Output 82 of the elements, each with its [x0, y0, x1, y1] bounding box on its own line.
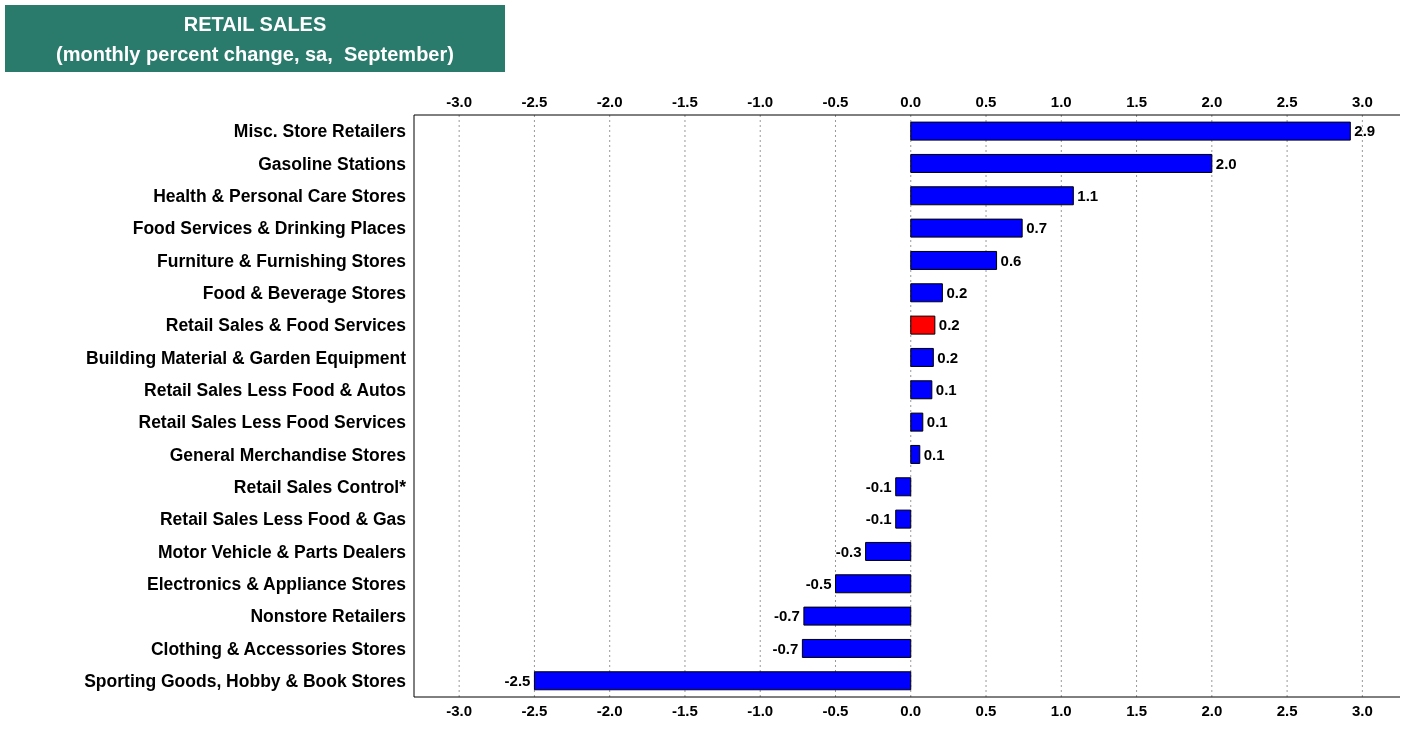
- x2-tick-label: -1.5: [672, 93, 698, 110]
- x2-tick-label: 1.5: [1126, 93, 1147, 110]
- y-tick-label: Electronics & Appliance Stores: [146, 574, 407, 595]
- bar: [803, 606, 912, 626]
- x-tick-label: -1.0: [747, 701, 774, 719]
- x-tick-label: -2.0: [596, 701, 623, 719]
- bar: [910, 444, 921, 464]
- data-label: 0.1: [923, 445, 945, 463]
- x-tick-label: 3.0: [1351, 701, 1373, 719]
- x-tick-label: 0.5: [975, 701, 997, 719]
- x2-tick-label: -1.0: [747, 93, 774, 110]
- y-tick-label: Food Services & Drinking Places: [132, 218, 407, 239]
- data-label: -0.7: [772, 639, 799, 657]
- x2-tick-label: 0.0: [900, 93, 922, 110]
- x2-tick-label: 2.5: [1276, 93, 1298, 110]
- y-tick-label: Gasoline Stations: [258, 153, 407, 174]
- data-label: -0.5: [805, 575, 832, 593]
- y-tick-label: General Merchandise Stores: [169, 444, 407, 465]
- bar: [533, 671, 912, 691]
- x-tick-label: -3.0: [446, 701, 473, 719]
- y-tick-label: Retail Sales Less Food Services: [138, 412, 407, 433]
- data-label: -0.1: [865, 510, 892, 528]
- y-tick-label: Food & Beverage Stores: [202, 283, 407, 304]
- x2-tick-label: 3.0: [1351, 93, 1373, 110]
- data-label: -0.3: [835, 542, 862, 560]
- data-label: 0.2: [938, 316, 960, 334]
- y-tick-label: Retail Sales & Food Services: [165, 315, 407, 336]
- y-tick-label: Nonstore Retailers: [250, 606, 407, 627]
- bar: [910, 412, 924, 432]
- y-tick-label: Retail Sales Control*: [233, 477, 407, 498]
- x2-tick-label: -2.5: [521, 93, 548, 110]
- y-tick-label: Motor Vehicle & Parts Dealers: [157, 541, 407, 562]
- bar: [835, 574, 912, 594]
- bar: [910, 380, 933, 400]
- bar: [865, 541, 912, 561]
- bar: [910, 186, 1074, 206]
- bar: [910, 250, 998, 270]
- y-tick-label: Sporting Goods, Hobby & Book Stores: [84, 671, 407, 692]
- data-label: 0.6: [1000, 251, 1022, 269]
- y-tick-label: Building Material & Garden Equipment: [86, 347, 407, 368]
- x-tick-label: 2.5: [1276, 701, 1298, 719]
- data-label: 0.1: [935, 381, 957, 399]
- bar: [910, 347, 934, 367]
- bar: [910, 153, 1213, 173]
- bar: [801, 638, 912, 658]
- x-tick-label: -2.5: [521, 701, 548, 719]
- data-label: 0.1: [926, 413, 948, 431]
- data-label: 1.1: [1077, 187, 1099, 205]
- y-tick-label: Misc. Store Retailers: [233, 121, 407, 142]
- x-tick-label: 0.0: [900, 701, 922, 719]
- x2-tick-label: -3.0: [446, 93, 473, 110]
- data-label: 0.7: [1026, 219, 1048, 237]
- data-label: -2.5: [504, 672, 531, 690]
- x2-tick-label: -2.0: [596, 93, 623, 110]
- x-tick-label: -0.5: [822, 701, 849, 719]
- bar: [910, 315, 936, 335]
- x2-tick-label: 0.5: [975, 93, 997, 110]
- chart-subtitle: (monthly percent change, sa, September): [55, 41, 455, 67]
- data-label: -0.1: [865, 478, 892, 496]
- y-tick-label: Retail Sales Less Food & Autos: [144, 380, 407, 401]
- data-label: -0.7: [774, 607, 800, 625]
- y-tick-label: Clothing & Accessories Stores: [150, 638, 407, 659]
- data-label: 2.9: [1354, 122, 1376, 140]
- y-tick-label: Furniture & Furnishing Stores: [157, 250, 407, 271]
- data-label: 2.0: [1215, 154, 1237, 172]
- data-label: 0.2: [946, 284, 968, 302]
- x2-tick-label: -0.5: [822, 93, 849, 110]
- bar: [910, 283, 943, 303]
- y-tick-label: Retail Sales Less Food & Gas: [159, 509, 407, 530]
- data-label: 0.2: [937, 348, 959, 366]
- bar: [895, 477, 912, 497]
- x-tick-label: 1.0: [1050, 701, 1072, 719]
- bar: [910, 218, 1023, 238]
- x2-tick-label: 2.0: [1201, 93, 1223, 110]
- x-tick-label: -1.5: [672, 701, 698, 719]
- x-tick-label: 2.0: [1201, 701, 1223, 719]
- bar: [910, 121, 1351, 141]
- bar: [895, 509, 912, 529]
- x2-tick-label: 1.0: [1050, 93, 1072, 110]
- x-tick-label: 1.5: [1126, 701, 1147, 719]
- y-tick-label: Health & Personal Care Stores: [153, 186, 407, 207]
- chart-title: RETAIL SALES: [182, 11, 328, 37]
